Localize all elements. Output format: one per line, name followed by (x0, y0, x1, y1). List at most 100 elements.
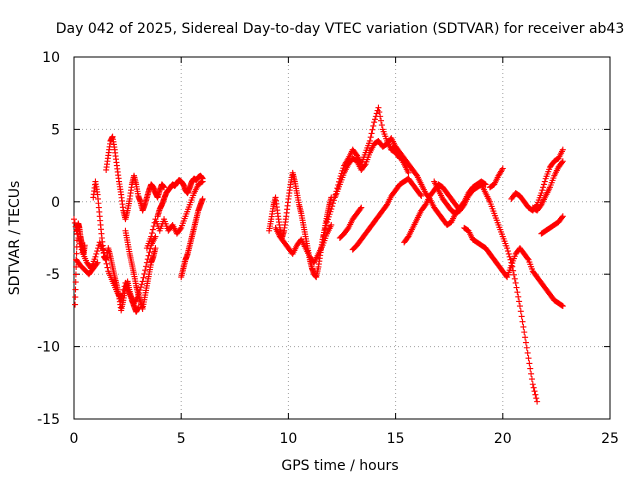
data-point (558, 214, 565, 221)
y-tick-label: -5 (46, 267, 60, 283)
data-point (369, 126, 376, 133)
data-point (93, 250, 100, 257)
data-point (524, 349, 531, 356)
data-point (370, 122, 377, 129)
data-points (71, 104, 566, 405)
data-point (510, 267, 517, 274)
data-point (519, 318, 526, 325)
data-point (540, 184, 547, 191)
data-point (377, 113, 384, 120)
data-point (358, 204, 365, 211)
x-axis-ticks: 0 5 10 15 20 25 (70, 57, 619, 447)
data-point (532, 391, 539, 398)
data-point (418, 193, 425, 200)
data-point (517, 308, 524, 315)
data-point (516, 298, 523, 305)
data-point (321, 229, 328, 236)
y-tick-label: 10 (42, 50, 60, 66)
data-point (71, 216, 77, 223)
data-point (148, 233, 155, 240)
data-point (541, 178, 548, 185)
data-point (499, 165, 506, 172)
data-point (329, 200, 336, 207)
data-point (366, 137, 373, 144)
data-point (520, 323, 527, 330)
data-point (149, 226, 156, 233)
data-point (373, 110, 380, 117)
data-point (521, 329, 528, 336)
data-point (514, 289, 521, 296)
data-point (558, 159, 565, 166)
data-point (510, 271, 517, 278)
data-point (72, 286, 79, 293)
data-point (515, 293, 522, 300)
data-point (92, 253, 99, 260)
data-point (526, 360, 533, 367)
data-point (378, 122, 385, 129)
data-point (138, 281, 145, 288)
data-point (143, 263, 150, 270)
data-point (73, 263, 80, 270)
data-point (513, 284, 520, 291)
data-point (378, 117, 385, 124)
data-point (504, 248, 511, 255)
data-point (72, 301, 79, 308)
y-tick-label: -10 (37, 340, 60, 356)
data-point (511, 275, 518, 282)
data-point (72, 294, 79, 301)
x-tick-label: 10 (279, 431, 297, 447)
y-tick-label: 5 (51, 122, 60, 138)
data-point (328, 221, 335, 228)
data-point (357, 205, 364, 212)
data-point (367, 134, 374, 141)
data-point (506, 253, 513, 260)
data-point (361, 162, 368, 169)
data-point (405, 169, 412, 176)
data-point (199, 175, 206, 182)
data-point (329, 203, 336, 210)
data-point (530, 384, 537, 391)
data-point (323, 222, 330, 229)
data-point (325, 213, 332, 220)
data-point (534, 398, 541, 405)
data-point (72, 271, 79, 278)
data-point (73, 257, 80, 264)
data-point (199, 195, 206, 202)
data-point (559, 146, 566, 153)
data-point (327, 208, 334, 215)
data-point (71, 219, 78, 226)
data-point (507, 256, 514, 263)
data-point (320, 232, 327, 239)
y-tick-label: 0 (51, 195, 60, 211)
data-point (505, 250, 512, 257)
data-point (322, 226, 329, 233)
data-point (368, 130, 375, 137)
data-point (73, 243, 80, 250)
data-point (372, 116, 379, 123)
data-point (145, 252, 152, 259)
data-point (93, 260, 100, 267)
data-point (331, 194, 338, 201)
data-point (558, 302, 565, 309)
data-point (142, 267, 149, 274)
data-point (376, 109, 383, 116)
data-point (522, 334, 529, 341)
data-point (539, 187, 546, 194)
data-point (525, 355, 532, 362)
data-point (323, 219, 330, 226)
data-point (518, 313, 525, 320)
data-point (161, 184, 168, 191)
x-tick-label: 20 (494, 431, 512, 447)
data-point (139, 278, 146, 285)
data-point (559, 158, 566, 165)
data-point (533, 395, 540, 402)
data-point (330, 197, 337, 204)
data-point (529, 381, 536, 388)
data-point (140, 274, 147, 281)
data-point (498, 166, 505, 173)
y-axis-ticks: -15 -10 -5 0 5 10 (37, 50, 610, 428)
plot-frame (73, 56, 611, 420)
data-point (147, 245, 154, 252)
data-point (73, 227, 80, 234)
